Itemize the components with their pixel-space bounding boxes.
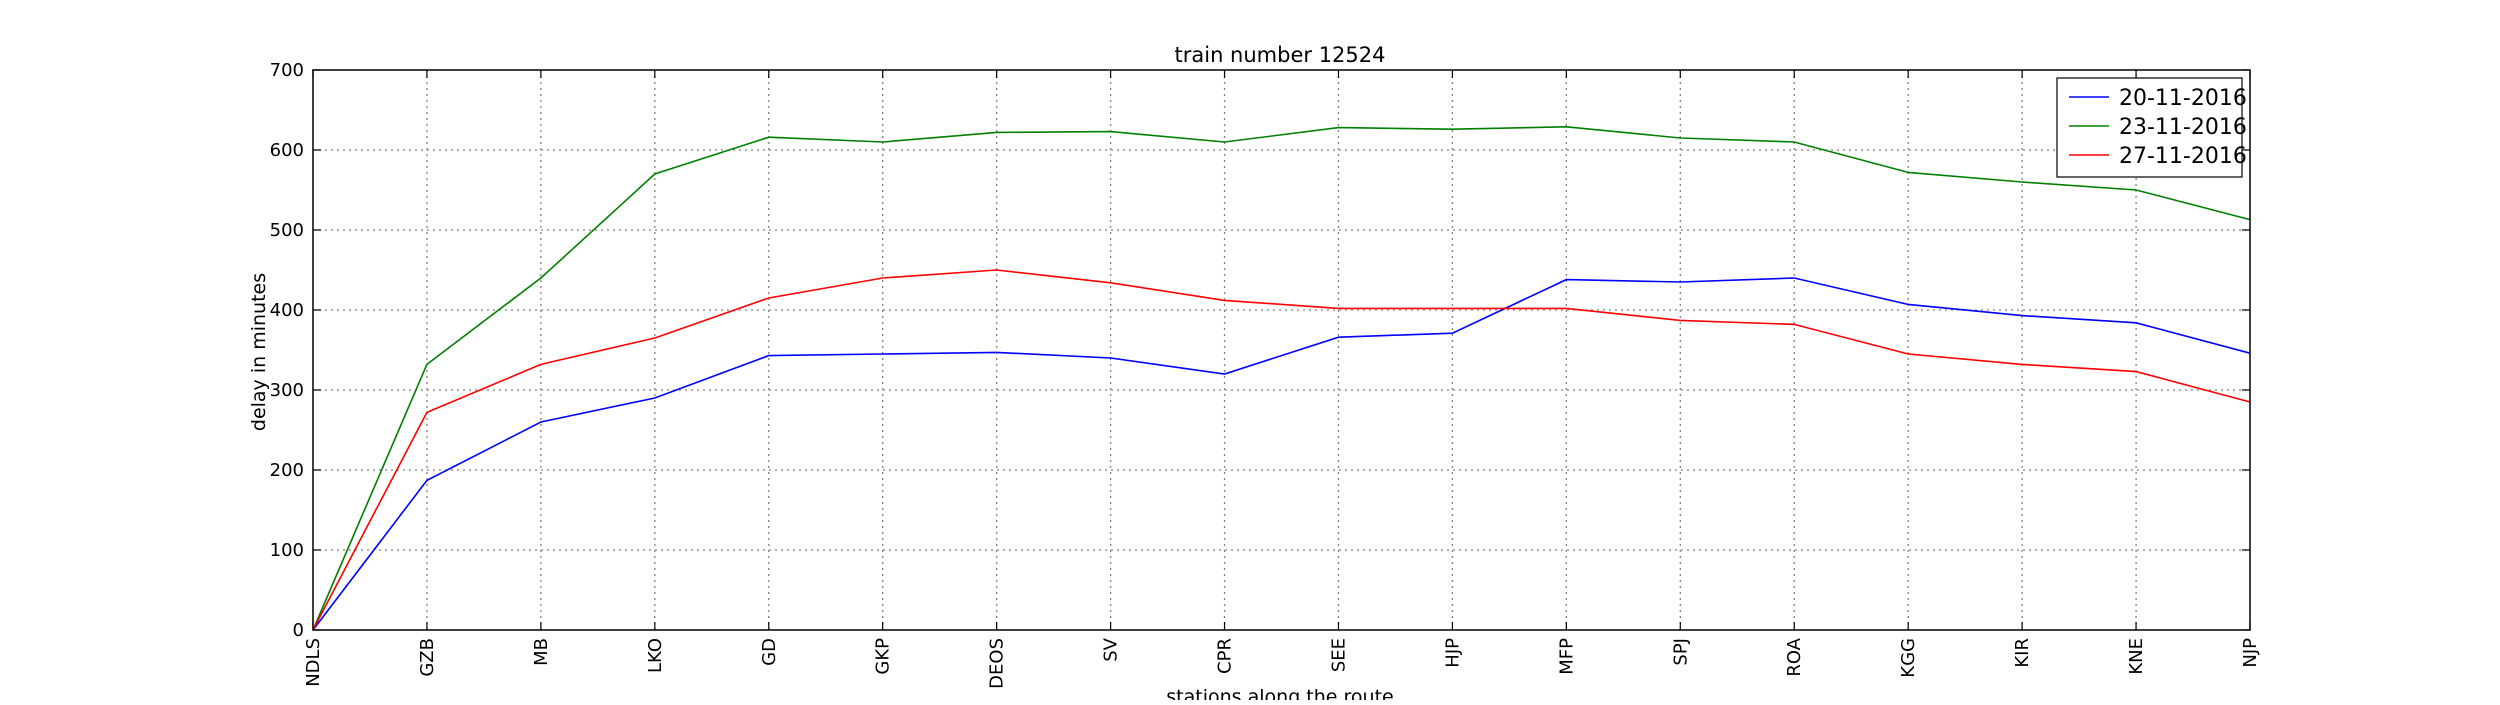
- x-tick-label-sv: SV: [1101, 637, 1122, 661]
- y-tick-label-400: 400: [270, 300, 304, 321]
- y-tick-label-700: 700: [270, 60, 304, 81]
- x-tick-label-roa: ROA: [1784, 637, 1805, 676]
- gridlines: [313, 70, 2250, 630]
- legend-box: [2056, 77, 2243, 178]
- x-tick-label-cpr: CPR: [1215, 638, 1236, 674]
- y-tick-label-100: 100: [270, 540, 304, 561]
- chart-title: train number 12524: [1175, 43, 1386, 67]
- x-tick-label-kir: KIR: [2012, 638, 2033, 668]
- x-tick-label-see: SEE: [1328, 638, 1349, 672]
- y-tick-label-0: 0: [293, 620, 304, 641]
- y-axis-title: delay in minutes: [248, 273, 270, 431]
- x-tick-label-gd: GD: [759, 638, 780, 666]
- x-tick-label-gkp: GKP: [873, 638, 894, 675]
- series-lines: [312, 125, 2251, 631]
- x-tick-label-kgg: KGG: [1898, 638, 1919, 678]
- x-tick-label-deos: DEOS: [987, 638, 1008, 689]
- x-axis-title: stations along the route: [1166, 686, 1393, 700]
- x-tick-label-spj: SPJ: [1670, 638, 1691, 666]
- x-tick-label-hjp: HJP: [1442, 638, 1463, 668]
- legend: 20-11-2016 23-11-2016 27-11-2016: [2056, 77, 2247, 178]
- x-tick-label-gzb: GZB: [417, 638, 438, 677]
- x-tick-label-kne: KNE: [2126, 638, 2147, 675]
- x-tick-label-mfp: MFP: [1556, 638, 1577, 675]
- x-tick-label-mb: MB: [531, 638, 552, 666]
- series-line-20-11-2016: [312, 277, 2251, 631]
- plot-area-frame: [312, 69, 2251, 631]
- legend-label-20-11-2016: 20-11-2016: [2119, 86, 2247, 111]
- x-tick-label-njp: NJP: [2240, 638, 2261, 668]
- y-tick-label-500: 500: [270, 220, 304, 241]
- y-tick-label-300: 300: [270, 380, 304, 401]
- legend-label-27-11-2016: 27-11-2016: [2119, 144, 2247, 169]
- legend-label-23-11-2016: 23-11-2016: [2119, 115, 2247, 140]
- x-tick-label-ndls: NDLS: [303, 638, 324, 687]
- x-tick-label-lko: LKO: [645, 638, 666, 673]
- series-line-27-11-2016: [312, 269, 2251, 631]
- y-tick-label-200: 200: [270, 460, 304, 481]
- series-line-23-11-2016: [312, 125, 2251, 631]
- axis-ticks: 0 100 200 300 400 500 600 700 NDLS GZB MB LKO GD GKP D…: [270, 60, 2261, 689]
- y-tick-label-600: 600: [270, 140, 304, 161]
